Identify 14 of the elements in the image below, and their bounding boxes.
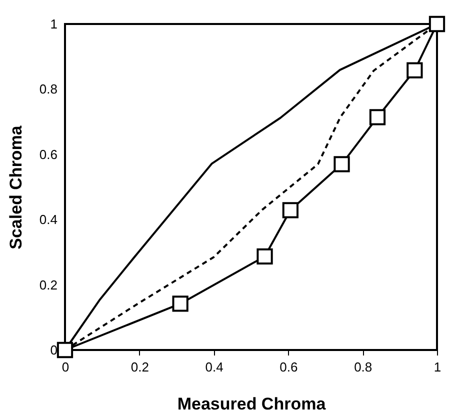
x-tick-label: 0.8 — [354, 360, 372, 374]
x-tick-label: 0.4 — [205, 360, 224, 374]
y-tick-label: 1 — [50, 16, 58, 32]
y-axis-title: Scaled Chroma — [6, 125, 26, 250]
y-tick-label: 0.6 — [39, 146, 58, 162]
x-tick-label: 0.6 — [280, 360, 298, 374]
x-tick-label: 1 — [434, 360, 442, 374]
x-axis-title: Measured Chroma — [177, 394, 326, 414]
y-tick-label: 0.4 — [39, 212, 58, 228]
y-tick-label: 0.2 — [39, 277, 58, 292]
y-tick-label: 0 — [50, 342, 58, 358]
y-tick-label: 0.8 — [39, 82, 58, 97]
x-tick-label: 0 — [62, 360, 70, 374]
x-tick-label: 0.2 — [130, 360, 149, 374]
